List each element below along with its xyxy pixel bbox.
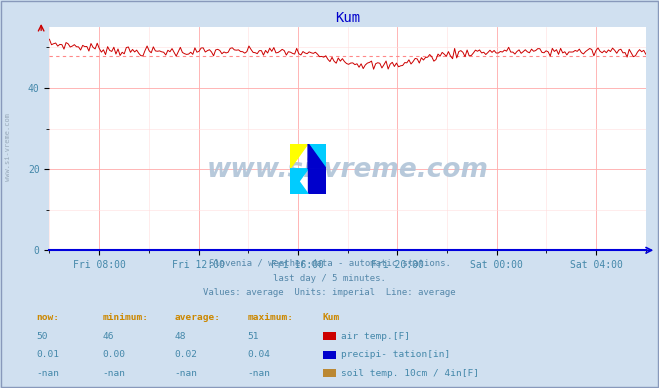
Text: -nan: -nan — [102, 369, 125, 378]
Text: air temp.[F]: air temp.[F] — [341, 332, 410, 341]
Text: 0.04: 0.04 — [247, 350, 270, 359]
Text: -nan: -nan — [175, 369, 198, 378]
Text: Slovenia / weather data - automatic stations.: Slovenia / weather data - automatic stat… — [208, 259, 451, 268]
Text: Values: average  Units: imperial  Line: average: Values: average Units: imperial Line: av… — [203, 288, 456, 297]
Text: average:: average: — [175, 313, 221, 322]
Text: 0.02: 0.02 — [175, 350, 198, 359]
Title: Kum: Kum — [335, 10, 360, 24]
Text: soil temp. 10cm / 4in[F]: soil temp. 10cm / 4in[F] — [341, 369, 478, 378]
Text: 46: 46 — [102, 332, 113, 341]
Text: minimum:: minimum: — [102, 313, 148, 322]
Text: now:: now: — [36, 313, 59, 322]
Text: 0.01: 0.01 — [36, 350, 59, 359]
Text: www.si-vreme.com: www.si-vreme.com — [207, 157, 488, 183]
Polygon shape — [290, 169, 308, 194]
Polygon shape — [290, 169, 308, 194]
Text: 0.00: 0.00 — [102, 350, 125, 359]
Polygon shape — [308, 144, 326, 169]
Polygon shape — [308, 144, 326, 169]
Text: 50: 50 — [36, 332, 47, 341]
Text: 48: 48 — [175, 332, 186, 341]
Text: -nan: -nan — [247, 369, 270, 378]
Text: -nan: -nan — [36, 369, 59, 378]
Text: www.si-vreme.com: www.si-vreme.com — [5, 113, 11, 182]
Polygon shape — [308, 169, 326, 194]
Text: precipi- tation[in]: precipi- tation[in] — [341, 350, 450, 359]
Text: 51: 51 — [247, 332, 258, 341]
Text: last day / 5 minutes.: last day / 5 minutes. — [273, 274, 386, 282]
Text: Kum: Kum — [323, 313, 340, 322]
Polygon shape — [290, 144, 308, 169]
Text: maximum:: maximum: — [247, 313, 293, 322]
